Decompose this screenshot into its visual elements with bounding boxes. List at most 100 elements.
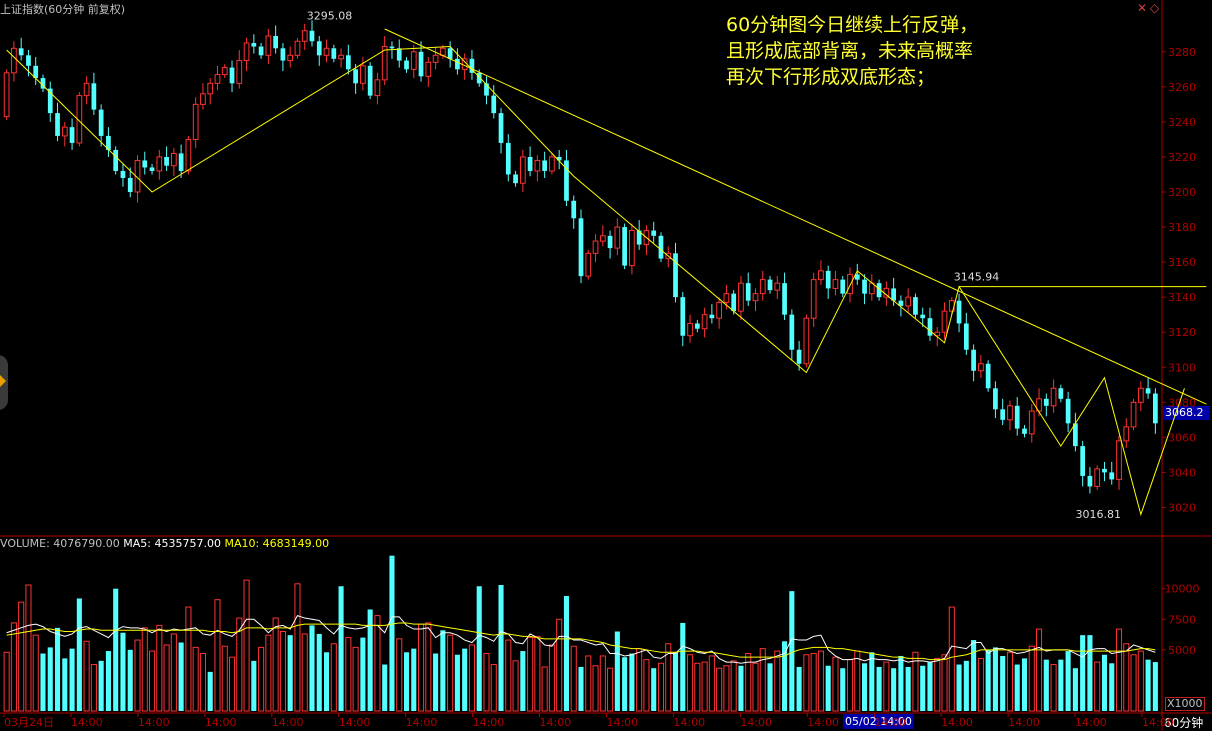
- volume-bar-up: [694, 662, 701, 712]
- volume-bar-down: [498, 585, 504, 711]
- volume-bar-down: [840, 668, 846, 711]
- candle-down: [985, 363, 991, 389]
- candle-down: [229, 67, 235, 84]
- volume-bar-down: [382, 664, 388, 711]
- candle-up: [534, 159, 541, 172]
- volume-bar-up: [352, 646, 359, 712]
- volume-bar-down: [629, 653, 635, 711]
- volume-bar-up: [221, 645, 228, 712]
- volume-bar-up: [1028, 645, 1035, 712]
- volume-bar-down: [563, 596, 570, 711]
- volume-bar-up: [745, 653, 752, 712]
- candle-down: [913, 297, 918, 315]
- volume-bar-up: [483, 653, 490, 712]
- candle-down: [782, 283, 787, 315]
- volume-bar-up: [774, 650, 781, 712]
- candle-down: [840, 279, 846, 294]
- volume-bar-down: [440, 630, 446, 711]
- candle-up: [1123, 426, 1130, 442]
- x-tick-label: 14:00: [339, 716, 371, 729]
- ma5-value: MA5: 4535757.00: [123, 537, 221, 550]
- candle-up: [1050, 387, 1057, 407]
- expand-diamond-icon[interactable]: ◇: [1150, 1, 1160, 15]
- volume-bar-down: [898, 655, 904, 711]
- candle-up: [1116, 440, 1122, 480]
- candle-down: [91, 83, 97, 110]
- candle-up: [243, 42, 250, 62]
- volume-bar-up: [228, 656, 236, 712]
- volume-bar-up: [418, 623, 425, 712]
- candle-down: [1014, 405, 1020, 429]
- candle-down: [1000, 409, 1006, 420]
- candle-up: [439, 47, 446, 56]
- volume-bar-down: [651, 668, 657, 711]
- candle-down: [455, 58, 460, 70]
- candle-up: [687, 322, 693, 337]
- candle-down: [353, 69, 358, 84]
- candle-down: [26, 55, 31, 66]
- volume-bar-up: [243, 579, 250, 712]
- candle-up: [752, 293, 759, 302]
- volume-bar-down: [1145, 659, 1151, 711]
- volume-bar-down: [47, 647, 53, 711]
- candle-down: [862, 279, 867, 294]
- volume-bar-up: [941, 654, 948, 712]
- side-panel-toggle[interactable]: [0, 355, 8, 410]
- x-tick-label: 14:00: [807, 716, 839, 729]
- volume-bar-down: [120, 632, 126, 711]
- price-tick-label: 3160: [1168, 256, 1196, 269]
- candle-up: [287, 54, 294, 62]
- candle-down: [447, 48, 453, 59]
- volume-bar-up: [258, 646, 265, 712]
- volume-bar-down: [323, 652, 330, 711]
- candle-up: [192, 103, 199, 140]
- trendline-1: [384, 28, 1207, 405]
- volume-bar-up: [345, 637, 352, 712]
- candle-up: [11, 47, 17, 74]
- volume-bar-down: [927, 662, 933, 711]
- volume-bar-up: [912, 651, 919, 712]
- volume-bar-up: [265, 634, 272, 712]
- volume-bar-down: [578, 666, 584, 711]
- candle-up: [185, 138, 192, 172]
- candle-down: [47, 88, 53, 114]
- volume-tick-label: 10000: [1165, 583, 1200, 596]
- volume-bar-down: [1058, 659, 1064, 711]
- volume-bar-up: [556, 618, 563, 712]
- volume-bar-up: [199, 653, 206, 712]
- volume-bar-down: [796, 666, 802, 711]
- volume-bar-up: [1115, 628, 1123, 712]
- volume-bar-up: [541, 666, 548, 712]
- volume-bar-up: [934, 657, 941, 712]
- volume-bar-up: [883, 661, 890, 712]
- candle-down: [491, 95, 497, 114]
- price-tick-label: 3100: [1168, 361, 1196, 374]
- arrow-right-icon: [0, 375, 6, 387]
- candle-up: [818, 270, 824, 281]
- volume-bar-down: [316, 633, 322, 711]
- volume-bar-up: [665, 643, 672, 712]
- candle-down: [251, 43, 257, 47]
- candle-down: [636, 230, 642, 245]
- candle-up: [61, 126, 68, 137]
- price-tick-label: 3060: [1168, 431, 1196, 444]
- annotation-text: 60分钟图今日继续上行反弹， 且形成底部背离，未来高概率 再次下行形成双底形态；: [726, 12, 1106, 90]
- candle-down: [476, 72, 482, 84]
- volume-bar-down: [454, 654, 460, 711]
- close-icon[interactable]: ✕: [1137, 1, 1148, 15]
- candle-down: [258, 46, 264, 56]
- volume-bar-down: [178, 642, 184, 711]
- candle-up: [592, 240, 599, 254]
- candle-down: [694, 323, 700, 329]
- volume-bar-down: [1072, 668, 1078, 711]
- candle-up: [134, 159, 141, 193]
- candle-down: [1087, 475, 1093, 487]
- price-tick-label: 3140: [1168, 291, 1196, 304]
- period-button[interactable]: 60分钟: [1164, 716, 1204, 730]
- volume-bar-up: [607, 667, 614, 712]
- x-tick-label: 14:00: [673, 716, 705, 729]
- candle-down: [149, 167, 155, 171]
- volume-bar-up: [723, 665, 730, 712]
- candle-down: [731, 293, 737, 312]
- candle-down: [564, 160, 569, 201]
